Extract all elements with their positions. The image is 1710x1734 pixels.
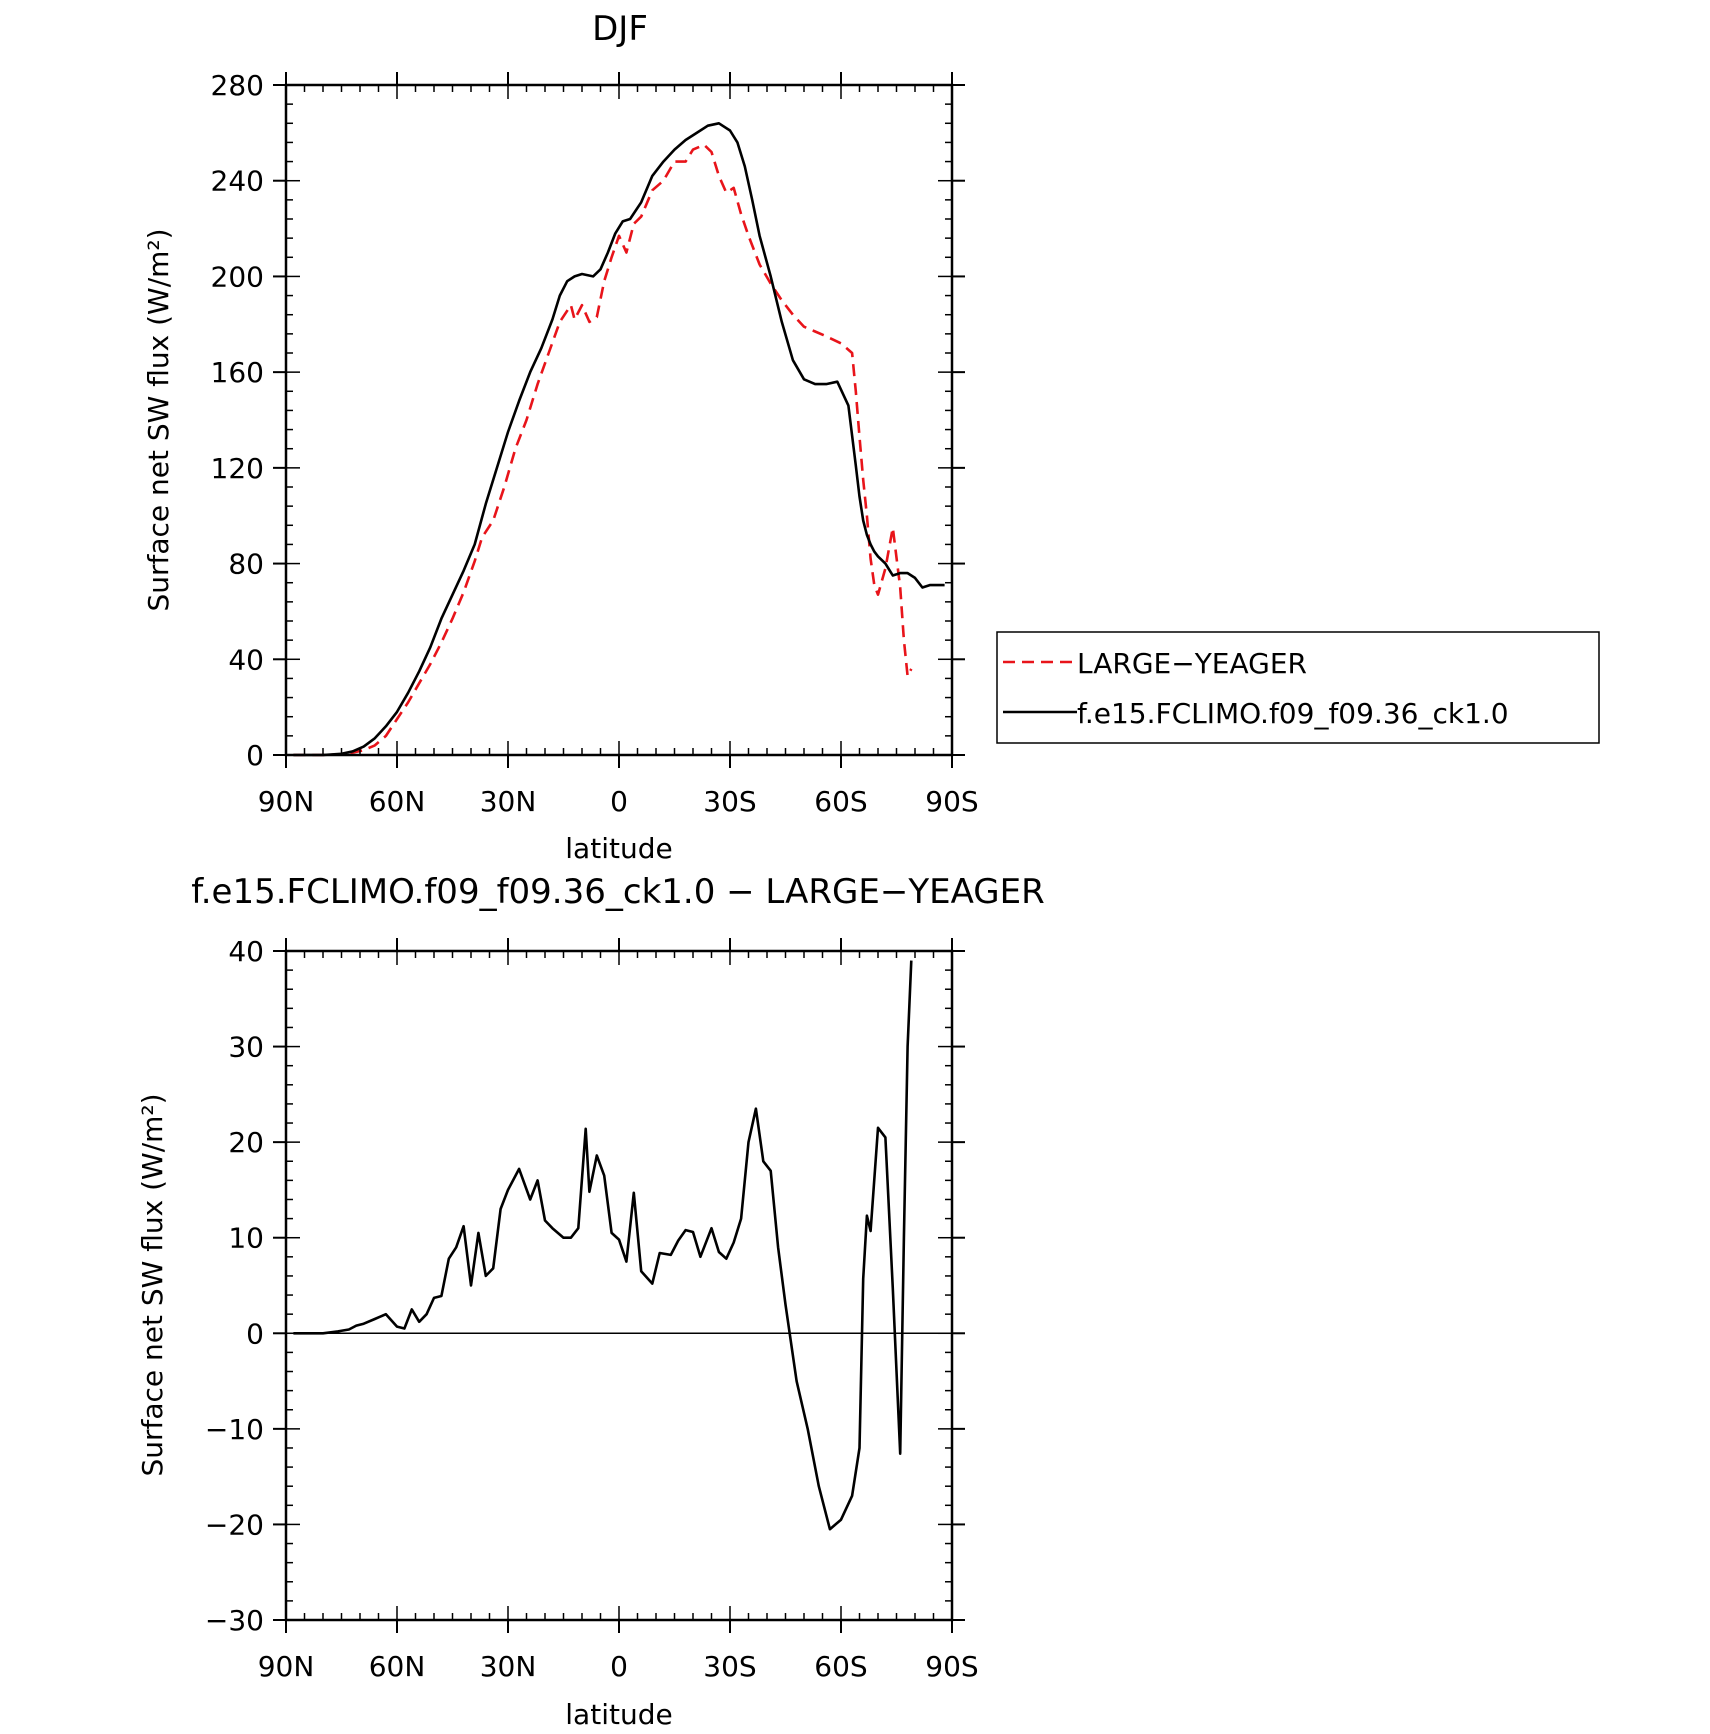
- y-tick-label: 240: [211, 165, 264, 198]
- series-line-0-0: [293, 143, 913, 757]
- y-tick-label: 120: [211, 452, 264, 485]
- top-plot-frame: [284, 83, 954, 757]
- x-tick-label: 90N: [258, 785, 315, 818]
- series-line-1-0: [293, 960, 913, 1531]
- y-tick-label: 200: [211, 260, 264, 293]
- x-tick-label: 30N: [480, 1650, 537, 1683]
- y-tick-label: −10: [205, 1413, 264, 1446]
- top-panel-title: DJF: [592, 9, 648, 49]
- x-tick-label: 30S: [703, 1650, 756, 1683]
- y-tick-label: 40: [228, 935, 264, 968]
- x-tick-label: 90N: [258, 1650, 315, 1683]
- top-x-axis-label: latitude: [565, 832, 672, 865]
- legend: LARGE−YEAGER f.e15.FCLIMO.f09_f09.36_ck1…: [996, 631, 1600, 744]
- bottom-plot-frame: [284, 949, 954, 1622]
- bottom-panel-title: f.e15.FCLIMO.f09_f09.36_ck1.0 − LARGE−YE…: [191, 872, 1044, 912]
- y-tick-label: 20: [228, 1126, 264, 1159]
- y-tick-label: −20: [205, 1508, 264, 1541]
- y-tick-label: 30: [228, 1031, 264, 1064]
- y-tick-label: 0: [246, 1317, 264, 1350]
- bottom-y-axis-label: Surface net SW flux (W/m²): [136, 1093, 169, 1476]
- y-tick-label: 80: [228, 548, 264, 581]
- bottom-x-axis-label: latitude: [565, 1698, 672, 1731]
- top-panel: DJF 90N 60N 30N 0 30S 60S 90S 0 40 80 120 160 200 240…: [142, 9, 1600, 865]
- y-tick-label: 280: [211, 69, 264, 102]
- series-line-0-1: [293, 122, 945, 757]
- y-tick-label: 40: [228, 643, 264, 676]
- x-tick-label: 90S: [925, 785, 978, 818]
- x-tick-label: 60N: [369, 1650, 426, 1683]
- legend-box: [996, 631, 1600, 744]
- x-tick-label: 0: [610, 785, 628, 818]
- legend-label-large-yeager: LARGE−YEAGER: [1077, 647, 1307, 680]
- y-tick-label: 10: [228, 1222, 264, 1255]
- y-tick-label: −30: [205, 1604, 264, 1637]
- top-y-axis-label: Surface net SW flux (W/m²): [142, 228, 175, 611]
- x-tick-label: 30N: [480, 785, 537, 818]
- x-tick-label: 90S: [925, 1650, 978, 1683]
- y-tick-label: 0: [246, 739, 264, 772]
- x-tick-label: 0: [610, 1650, 628, 1683]
- x-tick-label: 60S: [814, 785, 867, 818]
- y-tick-label: 160: [211, 356, 264, 389]
- x-tick-label: 60N: [369, 785, 426, 818]
- legend-label-model: f.e15.FCLIMO.f09_f09.36_ck1.0: [1077, 697, 1509, 730]
- x-tick-label: 60S: [814, 1650, 867, 1683]
- x-tick-label: 30S: [703, 785, 756, 818]
- bottom-panel: f.e15.FCLIMO.f09_f09.36_ck1.0 − LARGE−YE…: [136, 872, 1045, 1731]
